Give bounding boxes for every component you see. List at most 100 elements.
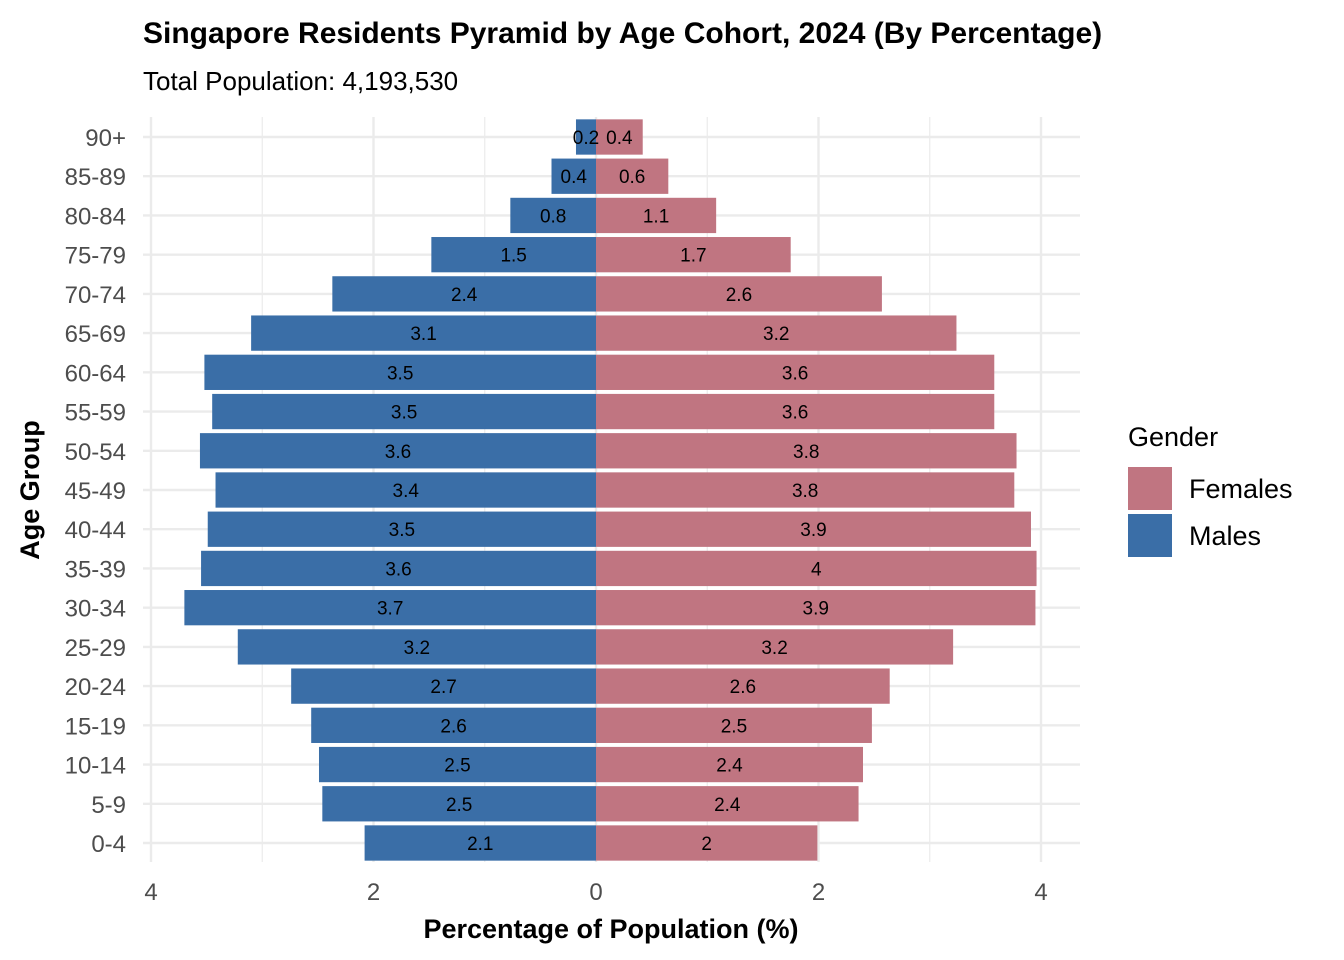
data-label-female: 2.5 [721, 716, 747, 737]
y-tick-label: 0-4 [91, 831, 126, 858]
y-tick-label: 10-14 [65, 753, 126, 780]
data-label-female: 3.6 [782, 363, 808, 384]
bar-male [318, 746, 596, 783]
data-label-female: 2 [701, 834, 712, 855]
data-label-female: 1.1 [643, 206, 669, 227]
legend-label-males: Males [1189, 521, 1261, 551]
y-tick-label: 90+ [85, 125, 126, 152]
y-tick-label: 20-24 [65, 674, 126, 701]
bar-female [596, 786, 859, 822]
data-label-male: 3.5 [387, 363, 413, 384]
y-tick-label: 40-44 [65, 517, 126, 544]
bar-male [311, 707, 596, 743]
bar-female [596, 276, 882, 312]
data-label-female: 3.6 [782, 403, 808, 424]
bar-male [201, 550, 596, 587]
y-tick-label: 35-39 [65, 556, 126, 583]
data-label-male: 3.5 [391, 403, 417, 424]
data-label-male: 3.5 [389, 520, 415, 541]
y-tick-label: 55-59 [65, 400, 126, 427]
bar-male [332, 276, 596, 312]
bar-female [596, 550, 1037, 587]
y-tick-label: 85-89 [65, 164, 126, 191]
data-label-female: 4 [811, 559, 822, 580]
bar-female [596, 825, 818, 861]
y-axis-title: Age Group [15, 420, 45, 560]
bar-male [237, 629, 596, 665]
bar-male [291, 668, 596, 704]
data-label-female: 0.6 [619, 167, 645, 188]
data-label-male: 0.2 [573, 128, 599, 149]
bar-female [596, 707, 872, 743]
y-tick-label: 50-54 [65, 439, 126, 466]
bar-male [207, 511, 597, 547]
bar-male [551, 158, 596, 194]
data-label-male: 3.4 [393, 481, 420, 502]
data-label-male: 3.7 [377, 599, 403, 620]
bar-female [596, 315, 957, 351]
data-label-female: 3.2 [763, 324, 789, 345]
data-label-female: 1.7 [680, 246, 706, 267]
bars [184, 119, 1037, 861]
bar-male [212, 393, 596, 430]
y-tick-label: 70-74 [65, 282, 126, 309]
data-label-male: 2.5 [446, 795, 472, 816]
x-axis-ticks: 4 2 0 2 4 [144, 879, 1047, 906]
data-label-male: 2.7 [430, 677, 456, 698]
x-tick-label: 2 [367, 879, 380, 906]
bar-female [596, 197, 717, 234]
data-label-female: 3.9 [803, 599, 829, 620]
bar-male [431, 237, 596, 273]
data-label-male: 2.5 [444, 756, 470, 777]
y-tick-label: 45-49 [65, 478, 126, 505]
y-axis-ticks: 90+ 85-89 80-84 75-79 70-74 65-69 60-64 55-59 50… [65, 125, 126, 858]
data-label-female: 2.6 [726, 285, 752, 306]
bar-male [510, 197, 596, 234]
data-label-male: 3.2 [404, 638, 430, 659]
bar-male [575, 119, 596, 155]
x-tick-label: 4 [144, 879, 157, 906]
bar-male [322, 786, 596, 822]
bar-female [596, 746, 863, 783]
legend-key-females [1128, 467, 1172, 510]
bar-female [596, 511, 1031, 547]
bar-female [596, 472, 1015, 508]
chart-title: Singapore Residents Pyramid by Age Cohor… [143, 17, 1102, 50]
y-tick-label: 80-84 [65, 203, 126, 230]
y-tick-label: 15-19 [65, 713, 126, 740]
bar-male [199, 433, 596, 469]
bar-female [596, 590, 1036, 626]
data-label-female: 3.2 [761, 638, 787, 659]
data-label-male: 2.6 [440, 716, 466, 737]
legend-title: Gender [1128, 422, 1218, 452]
bar-female [596, 668, 890, 704]
x-tick-label: 4 [1034, 879, 1047, 906]
bar-female [596, 354, 995, 390]
bar-male [251, 315, 596, 351]
data-label-female: 2.4 [716, 756, 743, 777]
data-label-female: 2.4 [714, 795, 741, 816]
legend: Gender Females Males [1128, 422, 1293, 557]
y-tick-label: 25-29 [65, 635, 126, 662]
data-label-male: 3.6 [385, 442, 411, 463]
y-tick-label: 75-79 [65, 243, 126, 270]
bar-female [596, 629, 954, 665]
data-label-male: 2.4 [451, 285, 478, 306]
bar-female [596, 119, 643, 155]
data-label-male: 1.5 [500, 246, 526, 267]
y-tick-label: 30-34 [65, 596, 126, 623]
chart-subtitle: Total Population: 4,193,530 [143, 66, 458, 96]
data-label-female: 2.6 [730, 677, 756, 698]
x-axis-title: Percentage of Population (%) [423, 914, 798, 944]
data-label-male: 3.6 [385, 559, 411, 580]
x-tick-label: 2 [812, 879, 825, 906]
bar-female [596, 393, 995, 430]
data-label-female: 0.4 [606, 128, 633, 149]
data-label-female: 3.9 [800, 520, 826, 541]
bar-male [184, 590, 596, 626]
bar-male [204, 354, 596, 390]
data-label-female: 3.8 [792, 481, 818, 502]
data-label-male: 0.8 [540, 206, 566, 227]
